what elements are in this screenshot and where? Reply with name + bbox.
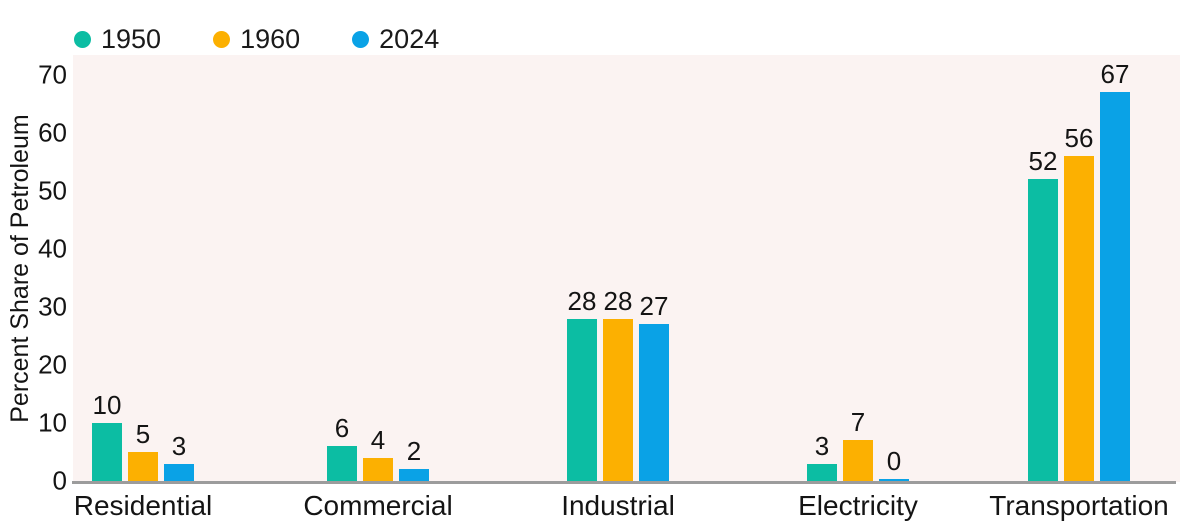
bar-value-label: 28: [567, 285, 597, 316]
bar-value-label: 5: [135, 419, 151, 449]
bar-value-label: 6: [334, 413, 350, 444]
bar-value-label: 7: [850, 407, 866, 438]
bar-industrial-1950: [567, 318, 597, 481]
bar-residential-1950: [92, 423, 122, 481]
bar-industrial-2024: [639, 324, 669, 481]
bar-electricity-1960: [843, 440, 873, 481]
y-tick-label: 60: [38, 117, 67, 148]
bar-value-label: 0: [886, 446, 902, 476]
bar-value-label: 27: [639, 291, 669, 322]
category-label-transportation: Transportation: [989, 490, 1169, 521]
bar-transportation-2024: [1100, 92, 1130, 481]
legend-label: 1950: [101, 24, 162, 54]
category-label-commercial: Commercial: [303, 490, 453, 521]
x-axis-line: [72, 481, 1176, 484]
legend-dot-icon: [352, 31, 370, 48]
y-tick-label: 20: [38, 349, 67, 380]
bar-value-label: 52: [1028, 146, 1058, 177]
y-axis-title: Percent Share of Petroleum: [5, 114, 34, 423]
y-tick-label: 0: [52, 465, 67, 496]
legend-label: 2024: [379, 24, 440, 54]
y-tick-label: 50: [38, 175, 67, 206]
bar-value-label: 2: [406, 436, 422, 467]
bar-electricity-2024: [879, 479, 909, 481]
legend-dot-icon: [74, 31, 91, 48]
legend-item-2024: 2024: [352, 24, 439, 55]
chart-legend: 1950 1960 2024: [74, 24, 439, 55]
legend-item-1960: 1960: [213, 24, 300, 55]
bar-commercial-1960: [363, 457, 393, 481]
bar-transportation-1960: [1064, 156, 1094, 481]
bar-value-label: 28: [603, 285, 633, 316]
y-tick-label: 30: [38, 291, 67, 322]
category-label-electricity: Electricity: [798, 490, 918, 521]
y-tick-label: 70: [38, 59, 67, 90]
bar-value-label: 10: [92, 390, 122, 420]
category-label-industrial: Industrial: [561, 490, 675, 521]
bar-industrial-1960: [603, 318, 633, 481]
bar-commercial-2024: [399, 469, 429, 481]
bar-residential-1960: [128, 452, 158, 481]
bar-residential-2024: [164, 463, 194, 481]
y-tick-label: 10: [38, 407, 67, 438]
legend-item-1950: 1950: [74, 24, 161, 55]
bar-value-label: 3: [171, 430, 187, 461]
bar-value-label: 56: [1064, 123, 1094, 154]
bar-commercial-1950: [327, 446, 357, 481]
y-tick-label: 40: [38, 233, 67, 264]
y-axis-title-wrap: Percent Share of Petroleum: [6, 55, 34, 482]
bar-value-label: 3: [814, 430, 830, 461]
legend-label: 1960: [240, 24, 301, 54]
bar-transportation-1950: [1028, 179, 1058, 481]
bar-value-label: 67: [1100, 59, 1130, 90]
category-label-residential: Residential: [73, 490, 213, 521]
bar-value-label: 4: [370, 424, 386, 455]
bar-electricity-1950: [807, 463, 837, 481]
legend-dot-icon: [213, 31, 231, 48]
